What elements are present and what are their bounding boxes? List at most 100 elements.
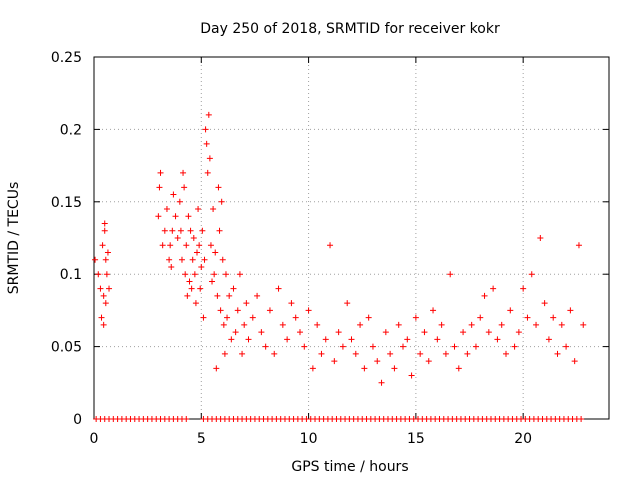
data-point xyxy=(361,365,368,372)
data-point xyxy=(216,227,223,234)
data-point xyxy=(232,329,239,336)
y-tick-label: 0 xyxy=(73,412,82,428)
plot-frame xyxy=(93,56,610,420)
data-point xyxy=(234,307,241,314)
data-point xyxy=(464,350,471,357)
data-point xyxy=(103,271,110,278)
y-tick-label: 0.2 xyxy=(60,122,82,138)
data-point xyxy=(243,300,250,307)
data-point xyxy=(161,227,168,234)
data-point xyxy=(507,307,514,314)
data-point xyxy=(190,235,197,241)
y-tick-label: 0.05 xyxy=(51,340,82,356)
data-point xyxy=(314,321,321,328)
data-point xyxy=(468,321,475,328)
data-point xyxy=(92,256,99,263)
data-point xyxy=(211,271,218,278)
data-point xyxy=(170,191,177,198)
data-point xyxy=(178,256,185,263)
data-point xyxy=(239,350,246,357)
data-point xyxy=(203,140,210,147)
data-point xyxy=(209,278,216,285)
x-tick-label: 20 xyxy=(514,431,532,447)
data-point xyxy=(412,314,419,321)
data-point xyxy=(498,321,505,328)
data-point xyxy=(184,292,191,299)
data-point xyxy=(222,271,229,278)
data-point xyxy=(275,285,282,292)
data-point xyxy=(157,169,164,176)
data-point xyxy=(228,336,235,343)
data-point xyxy=(348,336,355,343)
data-point xyxy=(541,300,548,307)
data-point xyxy=(352,350,359,357)
data-point xyxy=(241,321,248,328)
data-point xyxy=(331,358,338,365)
data-point xyxy=(207,242,214,249)
data-point xyxy=(198,263,205,270)
chart-title: Day 250 of 2018, SRMTID for receiver kok… xyxy=(200,21,500,37)
data-point xyxy=(528,271,535,278)
data-point xyxy=(335,329,342,336)
data-point xyxy=(155,213,162,220)
data-point xyxy=(511,343,518,350)
data-point xyxy=(404,336,411,343)
x-axis-label: GPS time / hours xyxy=(291,459,408,475)
data-point xyxy=(477,314,484,321)
data-point xyxy=(156,184,163,191)
data-point xyxy=(400,343,406,350)
data-point xyxy=(106,285,113,292)
data-point xyxy=(365,314,372,321)
data-point xyxy=(279,321,286,328)
data-point xyxy=(201,256,208,263)
data-point xyxy=(220,321,227,328)
data-point xyxy=(327,242,334,249)
data-point xyxy=(214,292,221,299)
data-point xyxy=(297,329,303,336)
data-point xyxy=(558,321,565,328)
data-point xyxy=(309,365,316,372)
data-point xyxy=(218,198,225,205)
data-point xyxy=(563,343,570,350)
data-point xyxy=(271,350,278,357)
data-point xyxy=(301,343,308,350)
data-point xyxy=(254,292,261,299)
data-point xyxy=(395,321,402,328)
data-point xyxy=(374,358,381,365)
data-point xyxy=(176,198,183,205)
data-point xyxy=(408,372,415,379)
data-point xyxy=(258,329,265,336)
data-point xyxy=(206,155,213,162)
data-point xyxy=(382,329,389,336)
data-point xyxy=(177,227,184,234)
data-point xyxy=(166,256,173,263)
data-point xyxy=(182,271,189,278)
data-point xyxy=(472,343,479,350)
data-point xyxy=(101,220,108,227)
data-point xyxy=(344,300,351,307)
y-tick-label: 0.15 xyxy=(51,195,82,211)
grid xyxy=(94,57,609,419)
data-point xyxy=(520,285,527,292)
data-point xyxy=(357,321,364,328)
data-point xyxy=(196,242,203,249)
x-tick-label: 5 xyxy=(197,431,206,447)
data-point xyxy=(217,307,224,314)
data-point xyxy=(174,235,181,241)
data-point xyxy=(197,285,204,292)
data-point xyxy=(230,285,237,292)
data-point xyxy=(292,314,299,321)
data-point xyxy=(266,307,273,314)
data-point xyxy=(213,365,220,372)
data-point xyxy=(159,242,166,249)
data-point xyxy=(205,111,212,118)
y-axis-label: SRMTID / TECUs xyxy=(6,182,22,295)
data-point xyxy=(550,314,557,321)
data-point xyxy=(580,321,587,328)
data-point xyxy=(188,285,195,292)
data-point xyxy=(288,300,295,307)
data-point xyxy=(318,350,325,357)
data-point xyxy=(421,329,428,336)
data-point xyxy=(494,336,501,343)
